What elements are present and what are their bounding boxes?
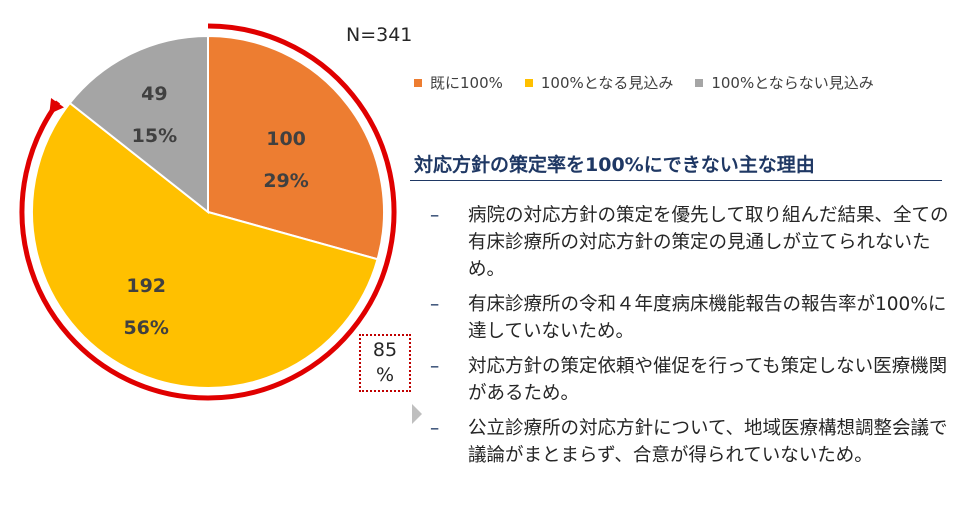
list-item: – 公立診療所の対応方針について、地域医療構想調整会議で議論がまとまらず、合意が… [430,415,950,469]
slice-percent-label: 15% [132,125,177,147]
pie-slice-1 [31,101,379,389]
annotation-arrowhead [49,97,64,114]
reason-text: 公立診療所の対応方針について、地域医療構想調整会議で議論がまとまらず、合意が得ら… [468,418,948,466]
sample-size-label: N=341 [346,24,413,46]
slice-count-label: 49 [141,83,167,105]
slice-count-label: 100 [266,128,306,150]
cumulative-percent-value: 85 [372,339,398,361]
annotation-arc [19,23,397,401]
dash-bullet: – [430,205,440,226]
reason-text: 有床診療所の令和４年度病床機能報告の報告率が100%に達していないため。 [468,294,947,342]
legend-label: 既に100% [430,74,503,92]
title-divider [410,180,942,181]
legend-item-not-expected: 100%とならない見込み [695,72,874,93]
list-item: – 病院の対応方針の策定を優先して取り組んだ結果、全ての有床診療所の対応方針の策… [430,202,950,283]
legend: 既に100% 100%となる見込み 100%とならない見込み [414,72,874,93]
legend-swatch [524,78,533,87]
legend-item-already: 既に100% [414,72,503,93]
dash-bullet: – [430,418,440,439]
reason-text: 病院の対応方針の策定を優先して取り組んだ結果、全ての有床診療所の対応方針の策定の… [468,205,949,280]
slice-percent-label: 29% [263,170,308,192]
pie-slice-2 [68,34,209,215]
slice-count-label: 192 [126,275,166,297]
legend-label: 100%となる見込み [540,74,674,92]
caret-right-icon [412,404,422,424]
legend-item-expected: 100%となる見込み [524,72,674,93]
legend-swatch [414,78,422,87]
cumulative-percent-unit: % [375,364,395,386]
legend-swatch [695,78,704,87]
reasons-list: – 病院の対応方針の策定を優先して取り組んだ結果、全ての有床診療所の対応方針の策… [430,202,950,477]
legend-label: 100%とならない見込み [711,74,874,92]
list-item: – 対応方針の策定依頼や催促を行っても策定しない医療機関があるため。 [430,353,950,407]
cumulative-percent-box: 85 % [359,334,411,392]
dash-bullet: – [430,294,440,315]
dash-bullet: – [430,356,440,377]
reason-text: 対応方針の策定依頼や催促を行っても策定しない医療機関があるため。 [468,356,948,404]
reasons-title: 対応方針の策定率を100%にできない主な理由 [414,154,815,176]
slice-percent-label: 56% [123,317,168,339]
list-item: – 有床診療所の令和４年度病床機能報告の報告率が100%に達していないため。 [430,291,950,345]
pie-slice-0 [207,34,385,261]
